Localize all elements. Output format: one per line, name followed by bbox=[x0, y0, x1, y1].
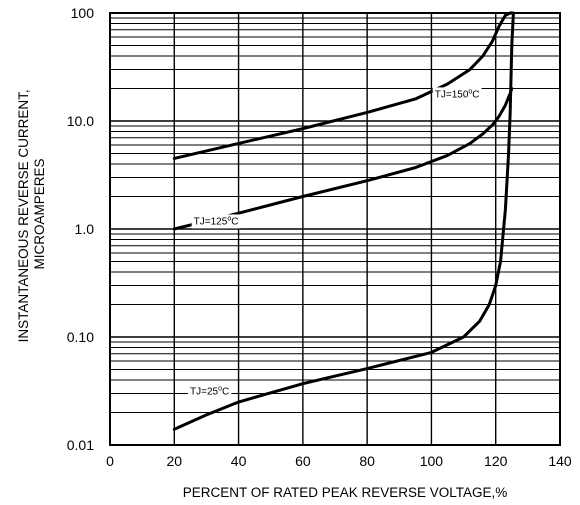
tick-labels: 0 20 40 60 80 100 120 140 0.01 0.10 1.0 10.0 100 bbox=[67, 5, 572, 469]
y-axis-title-line-2: MICROAMPERES bbox=[32, 158, 47, 269]
y-tick-label: 1.0 bbox=[75, 221, 95, 237]
grid bbox=[109, 13, 561, 446]
series-line-1 bbox=[172, 86, 514, 231]
series-line-2 bbox=[172, 11, 515, 431]
curve-label-unit: C bbox=[472, 89, 479, 100]
curve-label-unit: C bbox=[231, 216, 238, 227]
curve-label-bg bbox=[432, 87, 482, 102]
x-tick-label: 0 bbox=[106, 453, 114, 469]
curve-label-base: TJ=25 bbox=[190, 386, 219, 397]
plot-frame bbox=[109, 12, 561, 446]
x-tick-label: 40 bbox=[231, 453, 247, 469]
x-tick-label: 120 bbox=[484, 453, 508, 469]
curve-label-1: TJ=125oC bbox=[191, 214, 241, 229]
curve-label-degree: o bbox=[227, 215, 231, 222]
curve-label-text: TJ=125oC bbox=[194, 215, 239, 227]
y-tick-label: 100 bbox=[71, 5, 95, 21]
x-tick-label: 20 bbox=[166, 453, 182, 469]
curve-label-unit: C bbox=[222, 386, 229, 397]
x-tick-label: 60 bbox=[295, 453, 311, 469]
x-tick-label: 100 bbox=[420, 453, 444, 469]
curve-label-bg bbox=[188, 384, 232, 399]
y-tick-label: 0.10 bbox=[67, 329, 94, 345]
x-tick-label: 80 bbox=[359, 453, 375, 469]
x-axis-title: PERCENT OF RATED PEAK REVERSE VOLTAGE,% bbox=[183, 485, 508, 500]
curve-label-degree: o bbox=[218, 385, 222, 392]
curve-label-text: TJ=25oC bbox=[190, 385, 229, 397]
y-tick-label: 0.01 bbox=[67, 437, 94, 453]
curve-label-2: TJ=25oC bbox=[188, 384, 232, 399]
x-tick-label: 140 bbox=[548, 453, 572, 469]
series-line-0 bbox=[172, 11, 514, 160]
series-lines bbox=[172, 11, 515, 431]
curve-label-degree: o bbox=[468, 88, 472, 95]
y-axis-title: INSTANTANEOUS REVERSE CURRENT, MICROAMPE… bbox=[16, 86, 47, 343]
curve-label-text: TJ=150oC bbox=[435, 88, 480, 100]
curve-label-base: TJ=125 bbox=[194, 216, 228, 227]
curve-label-0: TJ=150oC bbox=[432, 87, 482, 102]
curve-label-bg bbox=[191, 214, 241, 229]
y-tick-label: 10.0 bbox=[67, 113, 94, 129]
curve-label-base: TJ=150 bbox=[435, 89, 469, 100]
y-axis-title-line-1: INSTANTANEOUS REVERSE CURRENT, bbox=[16, 89, 31, 342]
